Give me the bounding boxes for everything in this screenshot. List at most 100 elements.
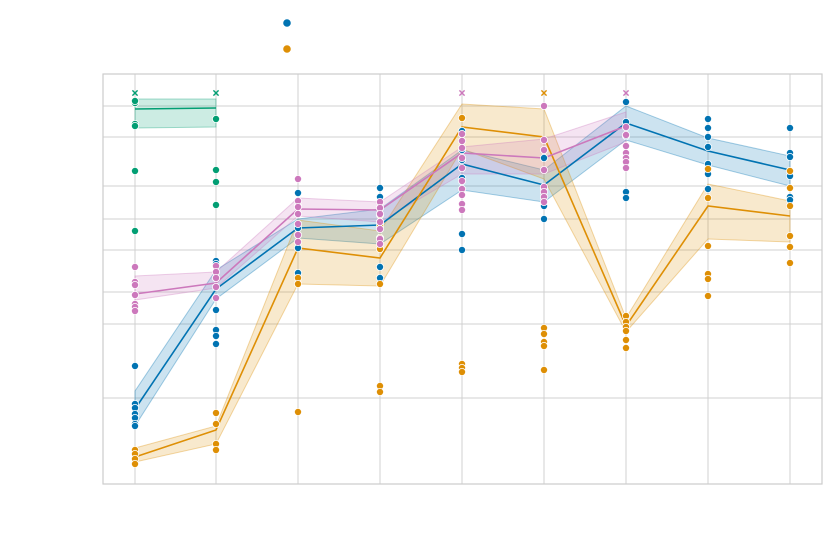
data-point — [457, 245, 466, 254]
plot-frame — [102, 73, 823, 485]
data-point — [704, 193, 713, 202]
data-point — [211, 331, 220, 340]
data-point — [704, 142, 713, 151]
data-point — [293, 174, 302, 183]
data-point — [211, 200, 220, 209]
data-point — [786, 166, 795, 175]
data-point — [293, 237, 302, 246]
data-point — [457, 229, 466, 238]
outlier-marker — [458, 89, 466, 97]
outlier-stroke — [212, 89, 220, 97]
data-point — [211, 282, 220, 291]
data-point — [540, 153, 549, 162]
data-point — [704, 124, 713, 133]
data-points — [130, 89, 795, 468]
data-point — [622, 141, 631, 150]
data-point — [622, 130, 631, 139]
data-point — [622, 193, 631, 202]
data-point — [786, 183, 795, 192]
data-point — [786, 231, 795, 240]
data-point — [293, 209, 302, 218]
data-point — [375, 387, 384, 396]
data-point — [211, 165, 220, 174]
data-point — [375, 183, 384, 192]
data-point — [457, 129, 466, 138]
data-point — [457, 205, 466, 214]
data-point — [540, 145, 549, 154]
outlier-marker — [622, 89, 630, 97]
data-point — [130, 361, 139, 370]
data-point — [211, 305, 220, 314]
data-point — [540, 365, 549, 374]
data-point — [540, 341, 549, 350]
data-point — [540, 214, 549, 223]
data-point — [704, 132, 713, 141]
data-point — [457, 190, 466, 199]
data-point — [375, 279, 384, 288]
legend — [282, 18, 292, 54]
data-point — [704, 274, 713, 283]
data-point — [293, 230, 302, 239]
data-point — [130, 122, 139, 131]
data-point — [130, 306, 139, 315]
data-point — [293, 279, 302, 288]
data-point — [457, 153, 466, 162]
series-line-2 — [134, 126, 791, 458]
outlier-stroke — [622, 89, 630, 97]
data-point — [211, 445, 220, 454]
data-point — [457, 143, 466, 152]
data-point — [375, 262, 384, 271]
outlier-marker — [540, 89, 548, 97]
series-line-1 — [134, 122, 791, 410]
data-point — [293, 407, 302, 416]
data-point — [622, 163, 631, 172]
data-point — [704, 184, 713, 193]
data-point — [130, 166, 139, 175]
data-point — [293, 188, 302, 197]
data-point — [211, 408, 220, 417]
data-point — [375, 209, 384, 218]
legend-marker — [282, 44, 292, 54]
legend-marker — [282, 18, 292, 28]
data-point — [130, 97, 139, 106]
outlier-marker — [131, 89, 139, 97]
series-line-0 — [134, 107, 217, 110]
data-point — [130, 226, 139, 235]
data-point — [293, 202, 302, 211]
data-point — [457, 176, 466, 185]
data-point — [622, 326, 631, 335]
data-point — [211, 273, 220, 282]
data-point — [211, 339, 220, 348]
outlier-stroke — [540, 89, 548, 97]
outlier-stroke — [458, 89, 466, 97]
data-point — [211, 177, 220, 186]
data-point — [211, 419, 220, 428]
data-point — [130, 280, 139, 289]
data-point — [211, 293, 220, 302]
data-point — [786, 124, 795, 133]
data-point — [786, 258, 795, 267]
data-point — [375, 217, 384, 226]
data-point — [540, 135, 549, 144]
data-point — [540, 197, 549, 206]
data-point — [130, 421, 139, 430]
data-point — [457, 114, 466, 123]
data-point — [375, 239, 384, 248]
outlier-stroke — [131, 89, 139, 97]
data-point — [540, 165, 549, 174]
data-point — [622, 343, 631, 352]
data-point — [622, 335, 631, 344]
data-point — [622, 98, 631, 107]
data-point — [540, 329, 549, 338]
data-point — [130, 290, 139, 299]
data-point — [704, 241, 713, 250]
data-point — [130, 459, 139, 468]
data-point — [786, 201, 795, 210]
data-point — [457, 367, 466, 376]
data-point — [457, 163, 466, 172]
data-point — [293, 219, 302, 228]
data-point — [786, 152, 795, 161]
data-point — [622, 123, 631, 132]
